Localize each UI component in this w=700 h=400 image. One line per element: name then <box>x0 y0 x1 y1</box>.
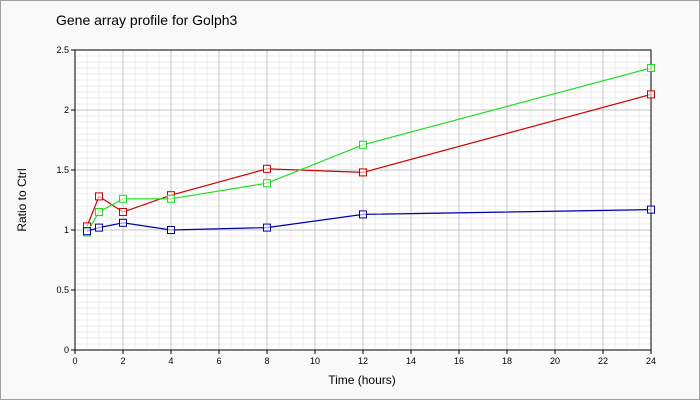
chart-title: Gene array profile for Golph3 <box>56 12 238 28</box>
data-point <box>263 179 271 188</box>
x-tick-label: 14 <box>406 356 416 366</box>
y-tick-label: 2.5 <box>56 45 69 55</box>
y-tick-label: 0.5 <box>56 285 69 295</box>
x-tick-label: 4 <box>168 356 173 366</box>
x-tick-label: 20 <box>550 356 560 366</box>
data-point <box>119 208 127 216</box>
data-point <box>95 192 103 201</box>
y-tick-label: 1.5 <box>56 165 69 175</box>
data-point <box>167 194 175 203</box>
x-tick-label: 12 <box>358 356 368 366</box>
data-point <box>119 194 127 203</box>
data-point <box>647 205 655 214</box>
x-tick-label: 16 <box>454 356 464 366</box>
x-tick-label: 24 <box>646 356 656 366</box>
data-point <box>263 164 271 173</box>
series-3 <box>83 205 655 236</box>
x-tick-label: 8 <box>264 356 269 366</box>
x-tick-label: 0 <box>72 356 77 366</box>
x-tick-label: 10 <box>310 356 320 366</box>
data-point <box>167 226 175 234</box>
y-tick-label: 2 <box>64 105 69 115</box>
y-tick-label: 0 <box>64 345 69 355</box>
data-point <box>95 223 103 232</box>
data-point <box>359 168 367 177</box>
data-point <box>647 90 655 99</box>
x-tick-label: 6 <box>216 356 221 366</box>
y-tick-label: 1 <box>64 225 69 235</box>
data-point <box>95 208 103 216</box>
grid <box>74 49 652 351</box>
series-layer <box>83 64 655 237</box>
data-point <box>119 218 127 227</box>
data-point <box>83 227 91 236</box>
data-point <box>359 140 367 149</box>
data-point <box>263 223 271 232</box>
x-tick-label: 18 <box>502 356 512 366</box>
data-point <box>647 64 655 72</box>
x-tick-label: 2 <box>120 356 125 366</box>
y-axis-label: Ratio to Ctrl <box>15 168 29 231</box>
x-axis-label: Time (hours) <box>328 373 396 387</box>
x-tick-label: 22 <box>598 356 608 366</box>
data-point <box>359 210 367 219</box>
